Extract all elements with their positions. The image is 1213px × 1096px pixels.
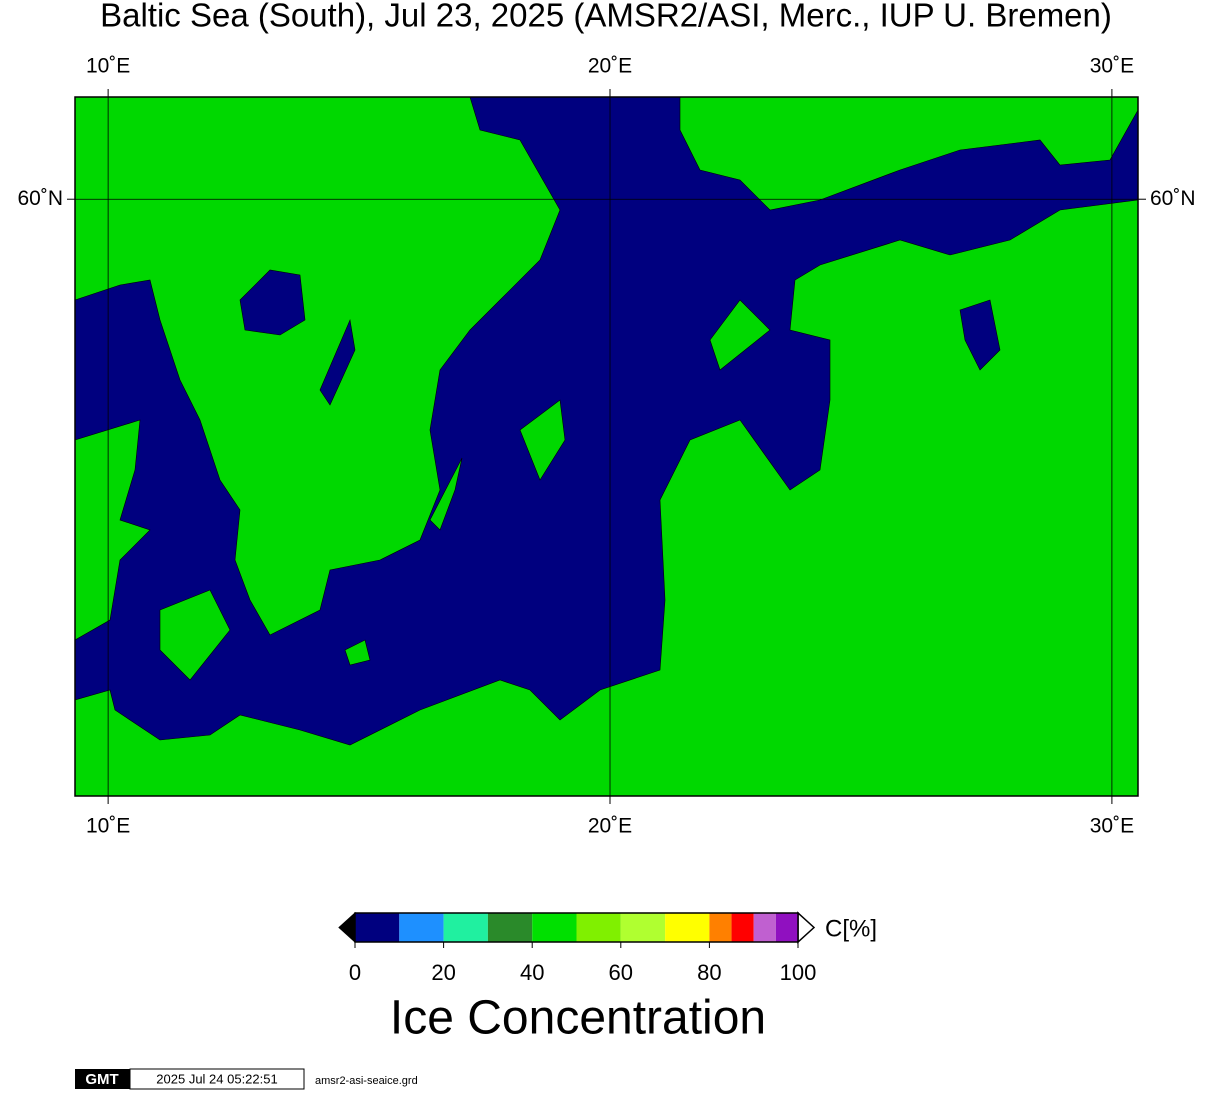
timestamp: 2025 Jul 24 05:22:51	[156, 1071, 277, 1086]
y-tick-label: 60˚N	[17, 187, 63, 210]
colorbar-bin	[753, 913, 776, 942]
x-tick-label: 20˚E	[588, 815, 632, 838]
colorbar-unit: C[%]	[825, 915, 877, 942]
filename: amsr2-asi-seaice.grd	[315, 1075, 418, 1087]
lake	[959, 299, 1001, 371]
y-tick-label: 60˚N	[1150, 187, 1196, 210]
scandinavia	[74, 96, 561, 636]
timestamp-box	[129, 1068, 305, 1090]
logo: GMT	[85, 1071, 118, 1088]
colorbar-bin	[576, 913, 621, 942]
colorbar-bin	[709, 913, 732, 942]
jutland	[74, 419, 151, 641]
x-tick-label: 30˚E	[1090, 815, 1134, 838]
colorbar-bin	[443, 913, 488, 942]
graticule	[75, 97, 1138, 796]
lake	[239, 269, 306, 336]
colorbar-tick-label: 0	[349, 960, 361, 985]
colorbar-tick-label: 40	[520, 960, 544, 985]
colorbar-bin	[355, 913, 400, 942]
colorbar-tick-label: 20	[431, 960, 455, 985]
colorbar-tick-label: 100	[780, 960, 817, 985]
x-tick-label: 10˚E	[86, 55, 130, 78]
colorbar-bin	[665, 913, 710, 942]
x-tick-label: 20˚E	[588, 55, 632, 78]
island	[344, 639, 371, 666]
colorbar-bin	[487, 913, 533, 942]
colorbar-bin	[620, 913, 666, 942]
colorbar-bin	[532, 913, 577, 942]
map	[74, 96, 1139, 797]
lake	[319, 318, 356, 406]
colorbar-underflow	[338, 911, 356, 944]
colorbar-bin	[731, 913, 754, 942]
colorbar-frame	[354, 912, 799, 943]
logo-box	[75, 1069, 130, 1089]
southern-coast	[74, 199, 1139, 797]
colorbar-overflow	[797, 911, 816, 944]
island	[429, 457, 463, 531]
island	[709, 299, 771, 371]
x-tick-label: 10˚E	[86, 815, 130, 838]
danish-islands	[159, 589, 231, 681]
colorbar-bin	[399, 913, 444, 942]
colorbar-label: Ice Concentration	[390, 992, 766, 1045]
island	[519, 399, 566, 481]
title: Baltic Sea (South), Jul 23, 2025 (AMSR2/…	[100, 0, 1112, 34]
colorbar-tick-label: 60	[609, 960, 633, 985]
finland	[679, 96, 1139, 211]
map-frame	[74, 96, 1139, 797]
colorbar-bin	[775, 913, 798, 942]
colorbar-tick-label: 80	[697, 960, 721, 985]
x-tick-label: 30˚E	[1090, 55, 1134, 78]
colorbar: 0 20 40 60 80 100	[338, 911, 817, 985]
